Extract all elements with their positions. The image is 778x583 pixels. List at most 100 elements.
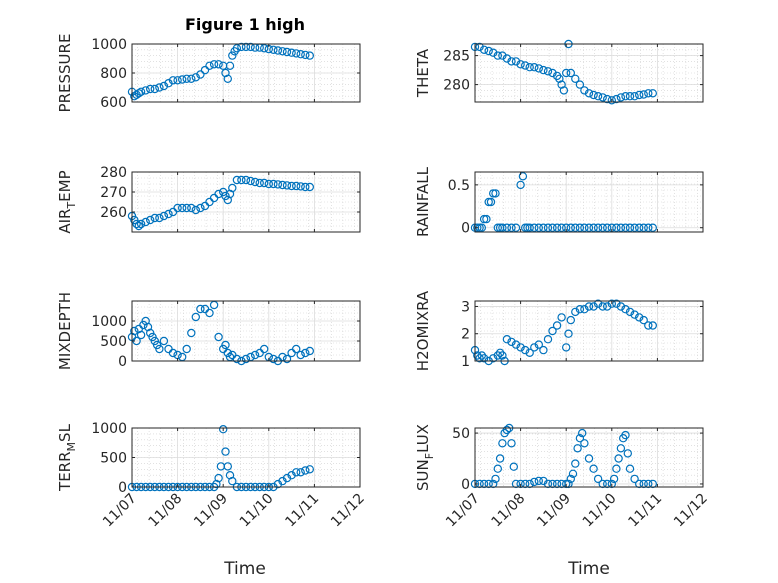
data-point (648, 223, 658, 232)
data-point (282, 181, 292, 190)
data-point (489, 189, 498, 198)
data-point (305, 465, 314, 474)
y-axis-label: PRESSURE (56, 34, 74, 113)
y-tick-label: 2 (461, 327, 470, 343)
data-point (539, 65, 548, 75)
data-point (516, 60, 525, 69)
data-point (548, 326, 557, 336)
data-point (593, 91, 603, 101)
data-point (187, 74, 196, 84)
data-point (623, 449, 633, 458)
data-point (225, 61, 235, 71)
data-point (479, 45, 489, 55)
axes-frame (474, 43, 704, 103)
subplot-h2omixra: 1 2 3 H2OMIXRA (414, 290, 704, 371)
data-point (301, 50, 310, 60)
data-point (305, 51, 314, 60)
data-point (241, 354, 251, 364)
data-point (521, 345, 530, 355)
data-point (150, 84, 159, 94)
data-point (575, 80, 585, 89)
data-point (580, 439, 589, 448)
data-point (250, 177, 260, 187)
data-point (159, 81, 169, 91)
data-point (150, 213, 159, 223)
data-point (278, 47, 287, 56)
data-point (130, 215, 139, 225)
x-tick-label: 11/11 (282, 491, 322, 531)
data-point (196, 203, 205, 213)
data-point (164, 209, 173, 219)
data-point (593, 223, 603, 232)
data-point (607, 96, 617, 105)
y-tick-label: 0.5 (448, 178, 470, 194)
y-tick-label: 280 (100, 165, 127, 181)
data-point (209, 60, 219, 69)
y-tick-label: 280 (443, 78, 470, 94)
data-point (616, 302, 626, 311)
data-point (552, 321, 562, 330)
data-point (648, 321, 658, 330)
data-point (205, 308, 214, 318)
data-point (477, 351, 486, 360)
data-point (136, 219, 146, 229)
data-point (625, 464, 635, 473)
y-tick-label: 1000 (91, 421, 127, 437)
data-point (200, 65, 210, 75)
data-point (566, 68, 576, 78)
data-point (584, 454, 594, 463)
x-tick-label: 11/07 (100, 491, 140, 531)
data-point (246, 42, 255, 52)
data-point (177, 203, 187, 213)
data-point (168, 76, 178, 85)
y-tick-label: 285 (443, 49, 470, 65)
data-point (260, 44, 269, 53)
axes-frame (474, 427, 704, 488)
data-point (507, 439, 516, 448)
data-point (507, 337, 516, 347)
data-point (305, 182, 314, 192)
data-point (273, 46, 283, 55)
data-point (134, 89, 143, 98)
data-point (502, 425, 512, 435)
data-point (228, 183, 237, 193)
data-point (609, 474, 619, 484)
data-point (507, 223, 516, 232)
data-point (498, 439, 507, 448)
data-point (502, 335, 512, 344)
data-point (191, 312, 200, 322)
data-point (182, 344, 191, 354)
data-point (269, 179, 278, 189)
data-point (223, 462, 232, 471)
data-point (598, 223, 607, 232)
data-point (644, 89, 653, 98)
data-point (250, 350, 260, 360)
subplot-air: 260 270 280 AIRTEMP (56, 165, 361, 234)
data-point (221, 340, 230, 350)
data-point (495, 454, 505, 463)
data-point (301, 348, 310, 358)
data-point (159, 211, 169, 221)
data-point (534, 223, 544, 232)
data-point (616, 223, 626, 232)
data-point (630, 310, 639, 319)
data-point (232, 175, 242, 185)
data-point (580, 223, 589, 232)
data-point (571, 459, 580, 468)
data-point (484, 197, 493, 207)
data-point (530, 343, 539, 352)
data-point (173, 76, 182, 85)
data-point (593, 474, 603, 484)
data-point (182, 203, 191, 213)
data-point (164, 78, 173, 88)
data-point (639, 90, 648, 99)
data-point (191, 73, 200, 82)
data-point (484, 46, 493, 56)
y-tick-label: 1 (461, 354, 470, 370)
y-tick-label: 1000 (91, 37, 127, 53)
data-point (498, 223, 507, 232)
data-point (580, 305, 589, 314)
data-point (228, 51, 237, 60)
data-point (509, 462, 518, 471)
